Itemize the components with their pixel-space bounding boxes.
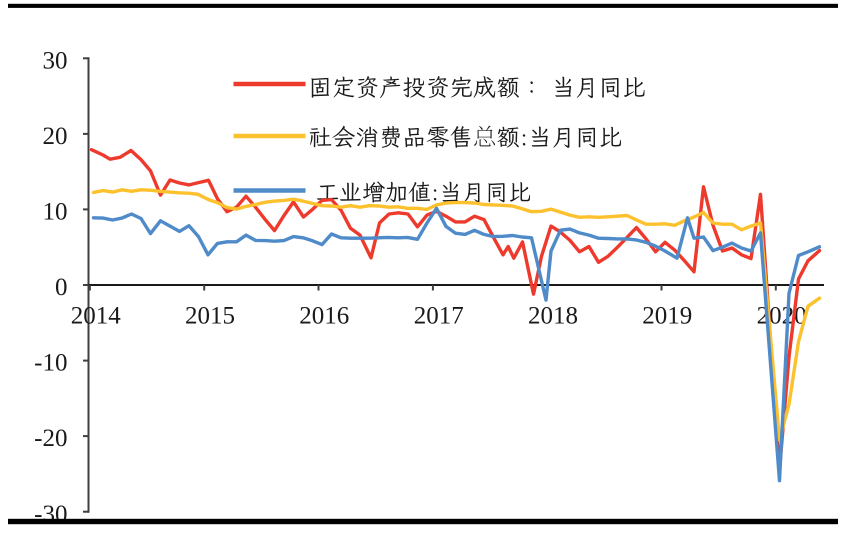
- svg-text:2018: 2018: [528, 303, 578, 330]
- svg-text:2014: 2014: [71, 303, 122, 330]
- svg-text:2015: 2015: [185, 303, 235, 330]
- svg-text:2017: 2017: [414, 303, 464, 330]
- svg-text:-20: -20: [34, 425, 67, 452]
- svg-text:2020: 2020: [757, 303, 807, 330]
- svg-text:20: 20: [43, 123, 68, 150]
- svg-text:10: 10: [43, 199, 68, 226]
- svg-text:-10: -10: [34, 350, 67, 377]
- svg-text:2019: 2019: [642, 303, 692, 330]
- svg-text:0: 0: [55, 274, 68, 301]
- svg-text:30: 30: [43, 47, 68, 74]
- svg-text:2016: 2016: [299, 303, 349, 330]
